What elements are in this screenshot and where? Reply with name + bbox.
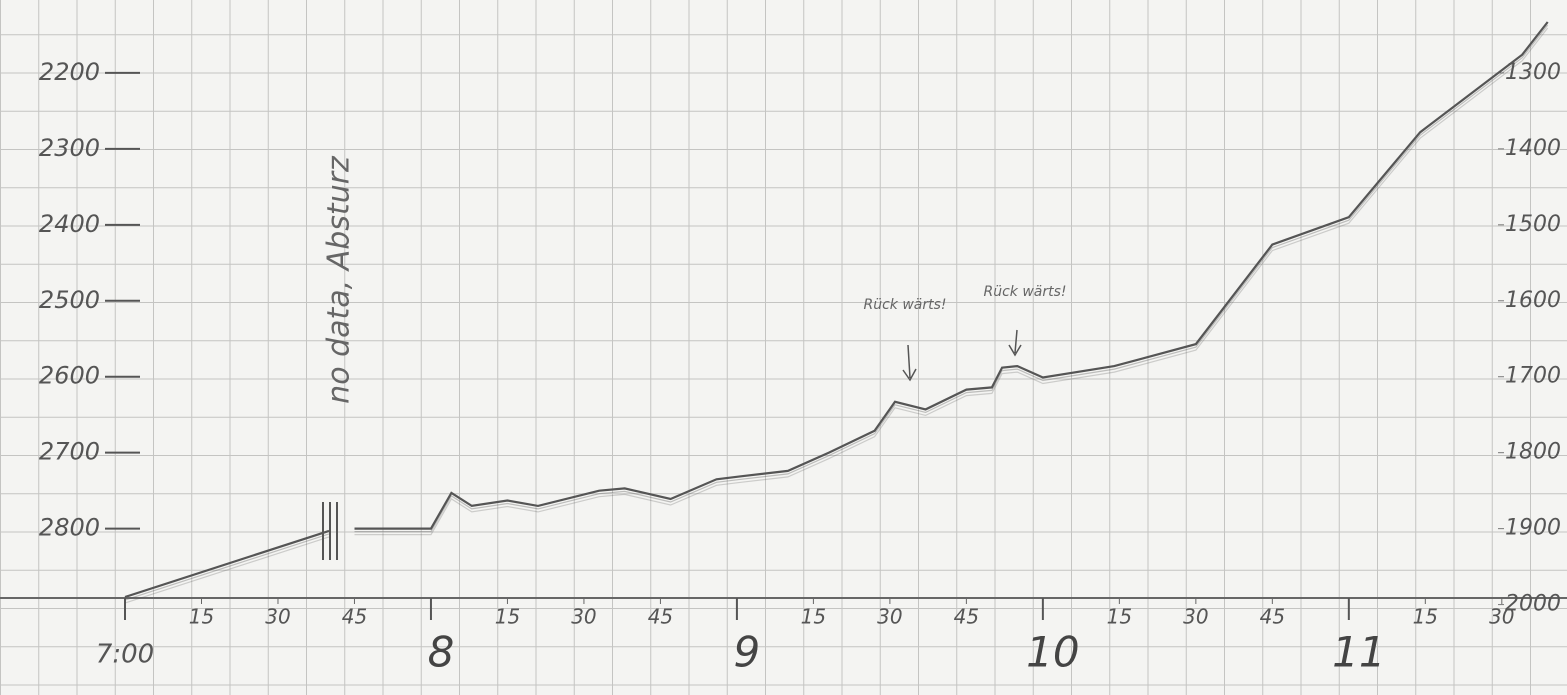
- hour-label: 9: [734, 628, 761, 677]
- annotation: Rück wärts!: [863, 297, 946, 313]
- hour-label: 7:00: [96, 640, 154, 670]
- y-tick-label: 2200: [39, 58, 100, 86]
- y-tick-label: 2700: [39, 438, 100, 466]
- x-tick-label: 15: [495, 605, 520, 629]
- y2-tick-label: 1500: [1505, 212, 1561, 237]
- x-tick-label: 30: [877, 605, 902, 629]
- arrow: [902, 344, 917, 382]
- line: [124, 21, 1549, 599]
- annotation: Rück wärts!: [983, 284, 1066, 300]
- y-tick-label: 2400: [39, 210, 100, 238]
- x-tick-label: 15: [801, 605, 826, 629]
- line-shadow: [124, 27, 1549, 604]
- y2-tick-label: 1600: [1505, 288, 1561, 313]
- y2-tick-label: 1800: [1505, 440, 1561, 465]
- y-tick-label: 2600: [39, 362, 100, 390]
- y2-tick-label: 1300: [1505, 60, 1561, 85]
- x-tick-label: 30: [1489, 605, 1514, 629]
- x-tick-label: 45: [342, 605, 367, 629]
- hour-label: 8: [428, 628, 455, 677]
- y2-tick-label: 1700: [1505, 364, 1561, 389]
- x-tick-label: 30: [571, 605, 596, 629]
- x-tick-label: 15: [1107, 605, 1132, 629]
- x-tick-label: 45: [954, 605, 979, 629]
- x-tick-label: 15: [1413, 605, 1438, 629]
- hour-label: 10: [1026, 628, 1079, 677]
- arrow: [1008, 329, 1022, 357]
- y2-tick-label: 2000: [1505, 592, 1561, 617]
- y2-tick-label: 1900: [1505, 516, 1561, 541]
- x-tick-label: 45: [1260, 605, 1285, 629]
- x-tick-label: 30: [265, 605, 290, 629]
- y-tick-label: 2500: [39, 286, 100, 314]
- y-tick-label: 2800: [39, 514, 100, 542]
- y2-tick-label: 1400: [1505, 136, 1561, 161]
- x-tick-label: 15: [189, 605, 214, 629]
- annotation: no data, Absturz: [322, 155, 357, 404]
- hour-label: 11: [1332, 628, 1385, 677]
- x-tick-label: 30: [1183, 605, 1208, 629]
- line-shadow: [124, 24, 1549, 601]
- x-tick-label: 45: [648, 605, 673, 629]
- y-tick-label: 2300: [39, 134, 100, 162]
